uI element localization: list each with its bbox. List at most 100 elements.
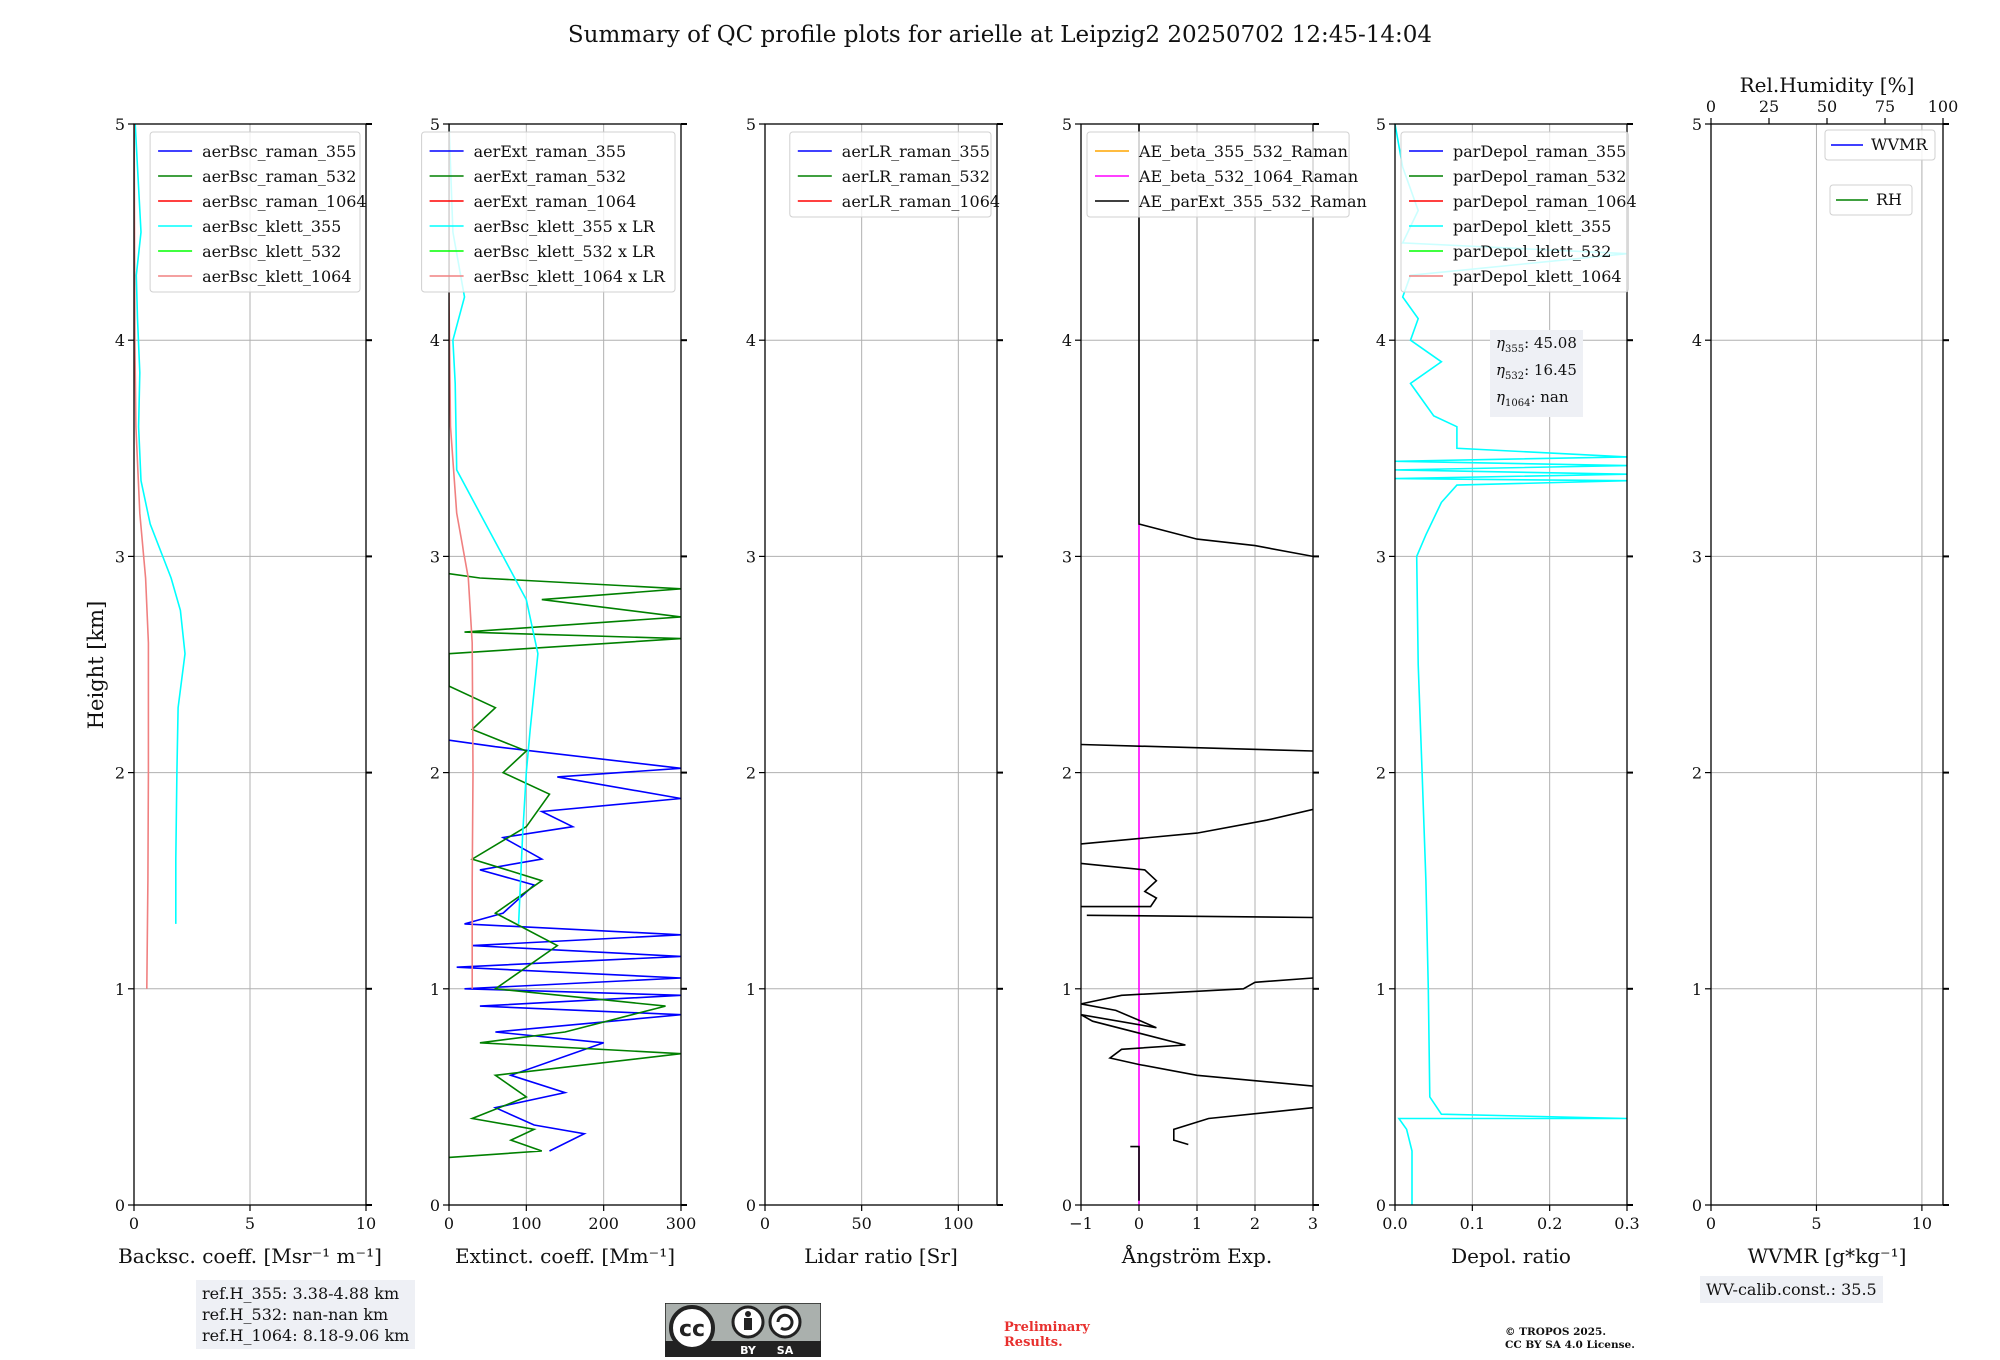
series-line-AE_parExt_355_532_Raman_seg4 xyxy=(1086,914,1313,919)
preliminary-note: Preliminary Results. xyxy=(1004,1320,1090,1350)
xtick-label: 2 xyxy=(1250,1214,1260,1233)
ref-height-355: ref.H_355: 3.38-4.88 km xyxy=(202,1284,400,1303)
ytick-label: 1 xyxy=(115,980,125,999)
ytick-label: 4 xyxy=(430,331,440,350)
legend-box xyxy=(1400,131,1629,293)
series-line-AE_parExt_355_532_Raman_seg8 xyxy=(1138,124,1313,558)
chart-backscatter: 0 1 2 3 4 5 0 5 10 Backsc. coeff. [Msr⁻¹ m⁻¹] aerB… xyxy=(115,115,382,1268)
x-axis-label: Ångström Exp. xyxy=(1121,1243,1272,1268)
xtick-label: 300 xyxy=(666,1214,697,1233)
top-tick-label: 25 xyxy=(1759,97,1779,116)
axes-frame xyxy=(1394,123,1628,1206)
chart-extinction: 0 1 2 3 4 5 0 100 200 300 Extinct. coeff. [Mm⁻¹] ae… xyxy=(421,115,697,1268)
series-line-aerBsc_klett_355 x LR xyxy=(449,124,539,924)
x-axis-label: Extinct. coeff. [Mm⁻¹] xyxy=(455,1244,675,1268)
legend-label: aerBsc_klett_355 x LR xyxy=(474,217,656,236)
legend-label: aerBsc_klett_532 x LR xyxy=(474,242,656,261)
axes-frame xyxy=(764,123,998,1206)
legend-label: AE_beta_532_1064_Raman xyxy=(1138,167,1358,186)
series-line-aerExt_raman_355 xyxy=(449,739,681,1152)
ytick-label: 2 xyxy=(430,764,440,783)
xtick-label: 50 xyxy=(851,1214,871,1233)
legend: parDepol_raman_355 parDepol_raman_532 parD… xyxy=(1400,131,1637,293)
series-line-aerBsc_klett_355 xyxy=(134,124,186,924)
legend-box xyxy=(1086,131,1350,218)
legend-label: parDepol_raman_532 xyxy=(1453,167,1626,186)
legend: aerLR_raman_355 aerLR_raman_532 aerLR_rama… xyxy=(789,131,1000,218)
ytick-label: 5 xyxy=(1692,115,1702,134)
cc-logo-icon xyxy=(669,1305,715,1351)
ytick-label: 3 xyxy=(115,547,125,566)
top-axis-label: Rel.Humidity [%] xyxy=(1740,73,1915,97)
series-line-AE_parExt_355_532_Raman_seg6 xyxy=(1081,808,1313,845)
ref-height-1064: ref.H_1064: 8.18-9.06 km xyxy=(202,1326,410,1345)
ytick-label: 2 xyxy=(1062,764,1072,783)
legend-label: aerExt_raman_355 xyxy=(474,142,627,161)
top-tick-label: 0 xyxy=(1706,97,1716,116)
svg-text:BY: BY xyxy=(740,1344,757,1357)
ytick-label: 4 xyxy=(115,331,125,350)
ytick-label: 2 xyxy=(1692,764,1702,783)
legend: aerExt_raman_355 aerExt_raman_532 aerExt_r… xyxy=(421,131,676,293)
legend-label: RH xyxy=(1876,190,1902,209)
legend-label: aerBsc_klett_1064 xyxy=(202,267,351,286)
xtick-label: 0 xyxy=(1706,1214,1716,1233)
legend-label: AE_beta_355_532_Raman xyxy=(1138,142,1348,161)
ytick-label: 4 xyxy=(1062,331,1072,350)
ytick-label: 5 xyxy=(115,115,125,134)
xtick-label: 0.1 xyxy=(1460,1214,1485,1233)
eta-1064: η1064: nan xyxy=(1496,388,1569,409)
x-axis-label: Depol. ratio xyxy=(1451,1244,1571,1268)
legend-box xyxy=(1829,184,1913,216)
series-line-AE_parExt_355_532_Raman_seg5 xyxy=(1081,862,1158,908)
top-tick-label: 100 xyxy=(1928,97,1959,116)
legend-label: AE_parExt_355_532_Raman xyxy=(1138,192,1367,211)
legend: AE_beta_355_532_Raman AE_beta_532_1064_Ra… xyxy=(1086,131,1367,218)
ytick-label: 0 xyxy=(1062,1196,1072,1215)
legend-label: aerBsc_klett_532 xyxy=(202,242,341,261)
ref-height-532: ref.H_532: nan-nan km xyxy=(202,1305,389,1324)
xtick-label: −1 xyxy=(1069,1214,1093,1233)
ytick-label: 2 xyxy=(746,764,756,783)
xtick-label: 0 xyxy=(760,1214,770,1233)
legend-label: parDepol_klett_355 xyxy=(1453,217,1611,236)
ref-height-box: ref.H_355: 3.38-4.88 km ref.H_532: nan-n… xyxy=(196,1280,416,1349)
ytick-label: 2 xyxy=(115,764,125,783)
legend-label: parDepol_raman_1064 xyxy=(1453,192,1637,211)
ytick-label: 0 xyxy=(115,1196,125,1215)
wv-calib-box: WV-calib.const.: 35.5 xyxy=(1700,1276,1883,1303)
xtick-label: 100 xyxy=(511,1214,542,1233)
ytick-label: 1 xyxy=(1376,980,1386,999)
legend-label: aerExt_raman_532 xyxy=(474,167,627,186)
figure-title: Summary of QC profile plots for arielle … xyxy=(567,22,1433,48)
series-line-AE_parExt_355_532_Raman_seg7 xyxy=(1081,743,1313,752)
axes-frame xyxy=(448,123,682,1206)
series-line-aerExt_raman_532 xyxy=(449,572,681,1159)
ytick-label: 4 xyxy=(746,331,756,350)
series-line-AE_parExt_355_532_Raman xyxy=(1130,1145,1140,1201)
share-alike-icon xyxy=(768,1305,802,1339)
ytick-label: 3 xyxy=(1376,547,1386,566)
eta-355: η355: 45.08 xyxy=(1496,334,1577,355)
xtick-label: 200 xyxy=(588,1214,619,1233)
xtick-label: 10 xyxy=(356,1214,376,1233)
chart-depol: 0 1 2 3 4 5 0.0 0.1 0.2 0.3 Depol. ratio parDepol_r… xyxy=(1376,115,1640,1268)
legend-box xyxy=(789,131,992,218)
axes-frame xyxy=(1710,123,1944,1206)
series-line-aerBsc_klett_1064 xyxy=(134,124,150,989)
x-axis-label: Backsc. coeff. [Msr⁻¹ m⁻¹] xyxy=(118,1244,382,1268)
ytick-label: 3 xyxy=(1062,547,1072,566)
legend-box xyxy=(421,131,676,293)
eta-box: η355: 45.08 η532: 16.45 η1064: nan xyxy=(1490,330,1583,417)
legend-label: aerBsc_raman_355 xyxy=(202,142,356,161)
legend-box xyxy=(1824,129,1936,161)
xtick-label: 0.2 xyxy=(1537,1214,1562,1233)
xtick-label: 0 xyxy=(1134,1214,1144,1233)
xtick-label: 0.3 xyxy=(1614,1214,1639,1233)
ytick-label: 0 xyxy=(746,1196,756,1215)
svg-text:SA: SA xyxy=(777,1344,794,1357)
xtick-label: 0 xyxy=(129,1214,139,1233)
